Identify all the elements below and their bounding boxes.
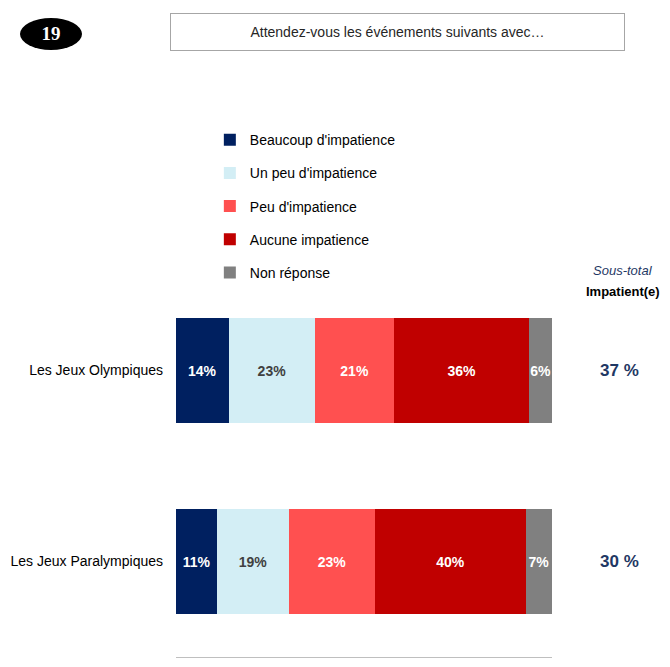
html-text:19: 19 [41,23,61,44]
svg-text:7%: 7% [528,554,549,570]
svg-text:6%: 6% [530,363,551,379]
svg-text:Les Jeux Olympiques: Les Jeux Olympiques [29,362,163,378]
html-text:Attendez-vous les événements s: Attendez-vous les événements suivants av… [250,24,545,40]
svg-text:11%: 11% [183,554,211,570]
svg-text:Peu d'impatience: Peu d'impatience [250,199,357,215]
svg-text:Les Jeux Paralympiques: Les Jeux Paralympiques [10,553,163,569]
svg-text:Beaucoup d'impatience: Beaucoup d'impatience [250,132,395,148]
svg-text:23%: 23% [318,554,347,570]
svg-text:Un peu d'impatience: Un peu d'impatience [250,165,377,181]
svg-text:37 %: 37 % [600,361,639,380]
svg-text:Sous-total: Sous-total [593,263,653,278]
svg-text:Aucune impatience: Aucune impatience [250,232,369,248]
svg-text:14%: 14% [188,363,217,379]
svg-text:23%: 23% [258,363,287,379]
svg-text:21%: 21% [340,363,369,379]
svg-text:36%: 36% [447,363,476,379]
svg-text:19%: 19% [239,554,268,570]
svg-text:Impatient(e): Impatient(e) [586,284,660,299]
svg-text:30 %: 30 % [600,552,639,571]
svg-text:40%: 40% [436,554,465,570]
svg-text:Non réponse: Non réponse [250,265,330,281]
